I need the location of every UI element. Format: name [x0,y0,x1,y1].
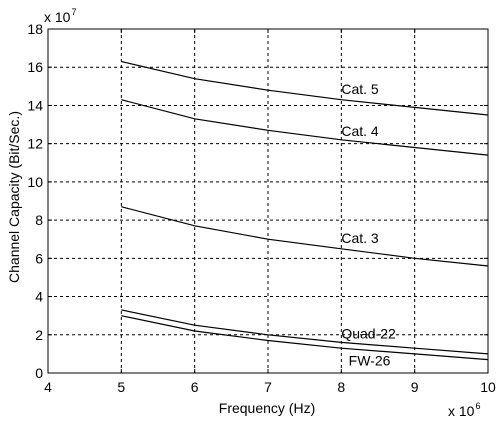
series-line-cat-5 [121,60,489,116]
ticks: 4 5 6 7 8 9 10 0 2 4 6 8 10 12 14 16 18 [27,21,496,395]
series-label-cat-5: Cat. 5 [341,81,379,97]
y-multiplier: x 107 [44,7,76,25]
y-axis-label: Channel Capacity (Bit/Sec.) [6,111,22,283]
series-label-quad-22: Quad-22 [341,326,396,342]
y-tick-label: 10 [27,174,43,190]
x-tick-label: 10 [480,379,496,395]
x-tick-label: 6 [191,379,199,395]
series-line-cat-3 [121,206,489,267]
x-tick-label: 9 [411,379,419,395]
y-tick-label: 2 [35,327,43,343]
series-lines [121,60,489,361]
series-line-fw-26 [121,315,489,361]
x-tick-label: 7 [264,379,272,395]
series-label-cat-4: Cat. 4 [341,123,379,139]
y-tick-label: 0 [35,365,43,381]
plot-area [47,28,489,374]
x-tick-label: 8 [337,379,345,395]
y-tick-label: 16 [27,59,43,75]
series-line-cat-4 [121,99,489,156]
y-tick-label: 8 [35,212,43,228]
series-line-quad-22 [121,309,489,355]
y-tick-label: 12 [27,136,43,152]
x-tick-label: 5 [117,379,125,395]
y-tick-label: 14 [27,97,43,113]
x-axis-label: Frequency (Hz) [219,400,315,416]
grid [48,29,488,373]
y-tick-label: 6 [35,250,43,266]
series-label-cat-3: Cat. 3 [341,230,379,246]
x-tick-label: 4 [44,379,52,395]
series-labels: Cat. 5 Cat. 4 Cat. 3 Quad-22 FW-26 [341,81,396,368]
y-tick-label: 4 [35,289,43,305]
y-tick-label: 18 [27,21,43,37]
x-multiplier: x 106 [448,401,480,419]
series-label-fw-26: FW-26 [349,352,391,368]
